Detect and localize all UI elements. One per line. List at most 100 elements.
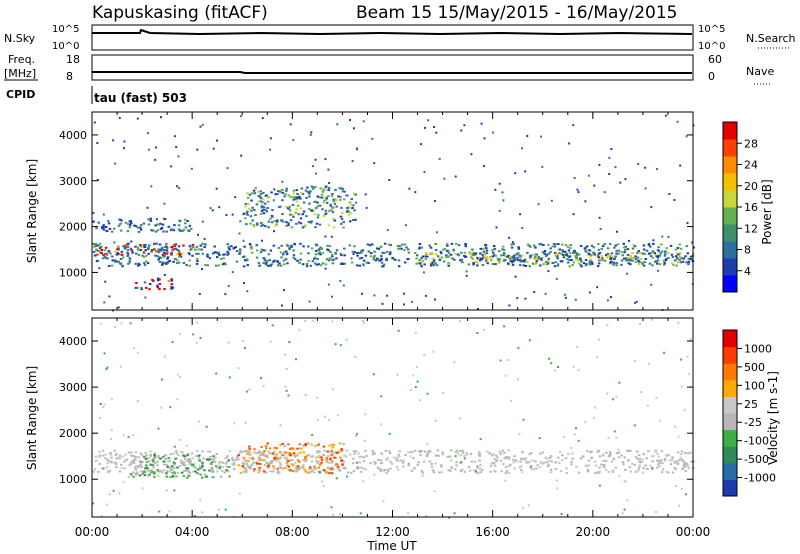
scatter-cell [327,259,331,262]
scatter-cell [264,455,267,458]
scatter-cell [164,463,168,466]
scatter-cell [276,470,280,473]
scatter-cell [216,139,218,142]
scatter-cell [331,320,334,323]
scatter-cell [201,123,204,126]
scatter-cell [284,250,288,253]
scatter-cell [491,255,495,258]
scatter-cell [201,252,204,255]
scatter-cell [543,253,547,256]
scatter-cell [246,290,249,293]
scatter-cell [94,243,98,245]
scatter-cell [691,241,693,244]
scatter-cell [434,462,437,465]
scatter-cell [290,459,293,462]
scatter-cell [164,457,168,460]
scatter-cell [416,464,419,466]
scatter-cell [518,254,521,257]
scatter-cell [161,471,164,474]
scatter-cell [620,251,623,254]
scatter-cell [328,209,331,212]
scatter-cell [185,264,188,266]
scatter-cell [332,444,336,447]
scatter-cell [663,254,667,257]
scatter-cell [245,462,249,465]
scatter-cell [427,449,431,452]
scatter-cell [169,476,172,479]
scatter-cell [611,469,615,472]
scatter-cell [101,227,104,230]
scatter-cell [373,162,376,165]
scatter-cell [610,255,613,258]
scatter-cell [554,243,557,246]
scatter-cell [244,460,248,463]
colorbar-tick-label: 500 [744,361,765,374]
scatter-cell [608,254,611,257]
scatter-cell [280,244,283,247]
scatter-cell [324,263,328,266]
scatter-cell [206,255,209,258]
scatter-cell [406,248,410,251]
scatter-cell [215,372,218,375]
scatter-cell [658,254,661,257]
scatter-cell [455,464,458,467]
scatter-cell [148,148,151,151]
scatter-cell [432,264,436,267]
scatter-cell [680,487,683,490]
scatter-cell [362,120,365,123]
scatter-cell [209,462,213,465]
scatter-cell [430,263,433,266]
scatter-cell [163,218,167,221]
colorbar-swatch [723,173,737,191]
scatter-cell [100,249,104,251]
scatter-cell [147,469,150,472]
scatter-cell [524,457,527,460]
scatter-cell [304,455,307,458]
scatter-cell [651,318,653,321]
scatter-cell [169,406,172,409]
scatter-cell [262,191,265,194]
scatter-cell [615,395,618,398]
scatter-cell [120,253,124,256]
scatter-cell [99,417,102,420]
scatter-cell [276,260,279,263]
scatter-cell [597,252,601,255]
scatter-cell [105,230,108,233]
scatter-cell [309,190,312,193]
scatter-cell [481,253,485,256]
scatter-cell [165,460,168,463]
scatter-cell [460,468,464,471]
scatter-cell [311,188,315,191]
scatter-cell [120,229,123,232]
scatter-cell [556,264,560,267]
scatter-cell [350,261,354,264]
scatter-cell [155,242,158,245]
scatter-cell [149,463,152,466]
scatter-cell [337,450,341,453]
scatter-cell [626,449,629,452]
scatter-cell [328,472,331,475]
scatter-cell [516,259,520,262]
scatter-cell [280,256,283,259]
scatter-cell [516,297,519,300]
scatter-cell [325,471,328,474]
scatter-cell [597,243,600,245]
scatter-cell [651,250,655,253]
scatter-cell [125,245,128,248]
scatter-cell [460,461,463,464]
scatter-cell [122,480,125,483]
scatter-cell [141,245,145,248]
scatter-cell [666,471,670,474]
scatter-cell [263,450,266,453]
scatter-cell [212,455,215,458]
scatter-cell [162,460,165,463]
scatter-cell [343,254,346,257]
scatter-cell [173,462,176,464]
scatter-cell [159,222,162,225]
colorbar-swatch [723,363,737,381]
scatter-cell [526,261,529,263]
scatter-cell [154,224,157,227]
scatter-cell [465,452,468,454]
scatter-cell [549,250,552,253]
scatter-cell [426,255,429,258]
